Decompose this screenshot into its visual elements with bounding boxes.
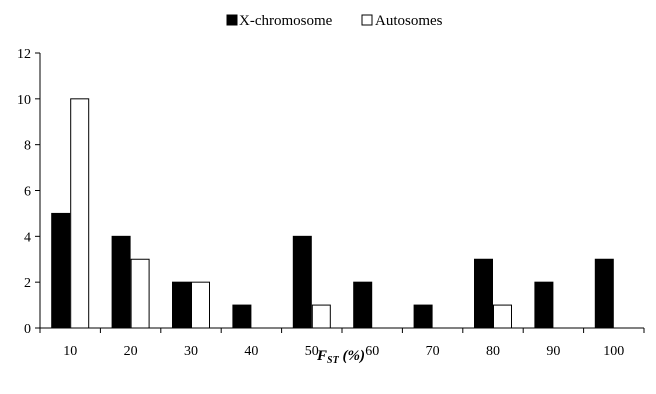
bar-autosomes-30 xyxy=(191,281,210,329)
bar-x-chromosome-70 xyxy=(413,304,433,329)
x-tick-label: 20 xyxy=(124,344,138,359)
bar-autosomes-50 xyxy=(311,304,331,329)
x-axis-title: FST (%) xyxy=(316,348,365,366)
bar-autosomes-20 xyxy=(130,258,150,329)
y-tick-label: 0 xyxy=(24,322,31,337)
bar-x-chromosome-10 xyxy=(51,212,71,329)
bar-autosomes-80 xyxy=(493,304,512,329)
x-tick-label: 30 xyxy=(184,344,198,359)
x-tick-label: 60 xyxy=(365,344,379,359)
y-tick-label: 6 xyxy=(24,185,31,200)
x-tick-label: 90 xyxy=(546,344,560,359)
x-tick-label: 70 xyxy=(426,344,440,359)
y-tick-label: 4 xyxy=(24,230,31,245)
x-tick-label: 40 xyxy=(244,344,258,359)
x-tick-label: 100 xyxy=(603,344,624,359)
x-tick-label: 10 xyxy=(63,344,77,359)
bar-x-chromosome-30 xyxy=(172,281,191,329)
legend-swatch-x-chromosome xyxy=(226,14,238,26)
bar-x-chromosome-80 xyxy=(474,258,493,329)
x-tick-label: 50 xyxy=(305,344,319,359)
legend-swatch-autosomes xyxy=(361,14,373,26)
bar-x-chromosome-40 xyxy=(232,304,252,329)
plot-area: 0 2 4 6 8 10 12 10 20 30 40 50 60 70 80 90 100 xyxy=(17,47,645,359)
legend-label-autosomes: Autosomes xyxy=(375,13,443,29)
bar-x-chromosome-90 xyxy=(534,281,554,329)
bar-autosomes-10 xyxy=(70,98,90,329)
y-tick-label: 10 xyxy=(17,93,31,108)
bar-x-chromosome-50 xyxy=(292,235,312,329)
legend-label-x-chromosome: X-chromosome xyxy=(239,13,333,29)
bar-x-chromosome-100 xyxy=(594,258,614,329)
bar-x-chromosome-60 xyxy=(353,281,373,329)
y-tick-label: 8 xyxy=(24,139,31,154)
y-tick-label: 12 xyxy=(17,47,31,62)
bar-x-chromosome-20 xyxy=(111,235,131,329)
y-tick-label: 2 xyxy=(24,276,31,291)
legend: X-chromosome Autosomes xyxy=(226,13,443,29)
x-tick-label: 80 xyxy=(486,344,500,359)
